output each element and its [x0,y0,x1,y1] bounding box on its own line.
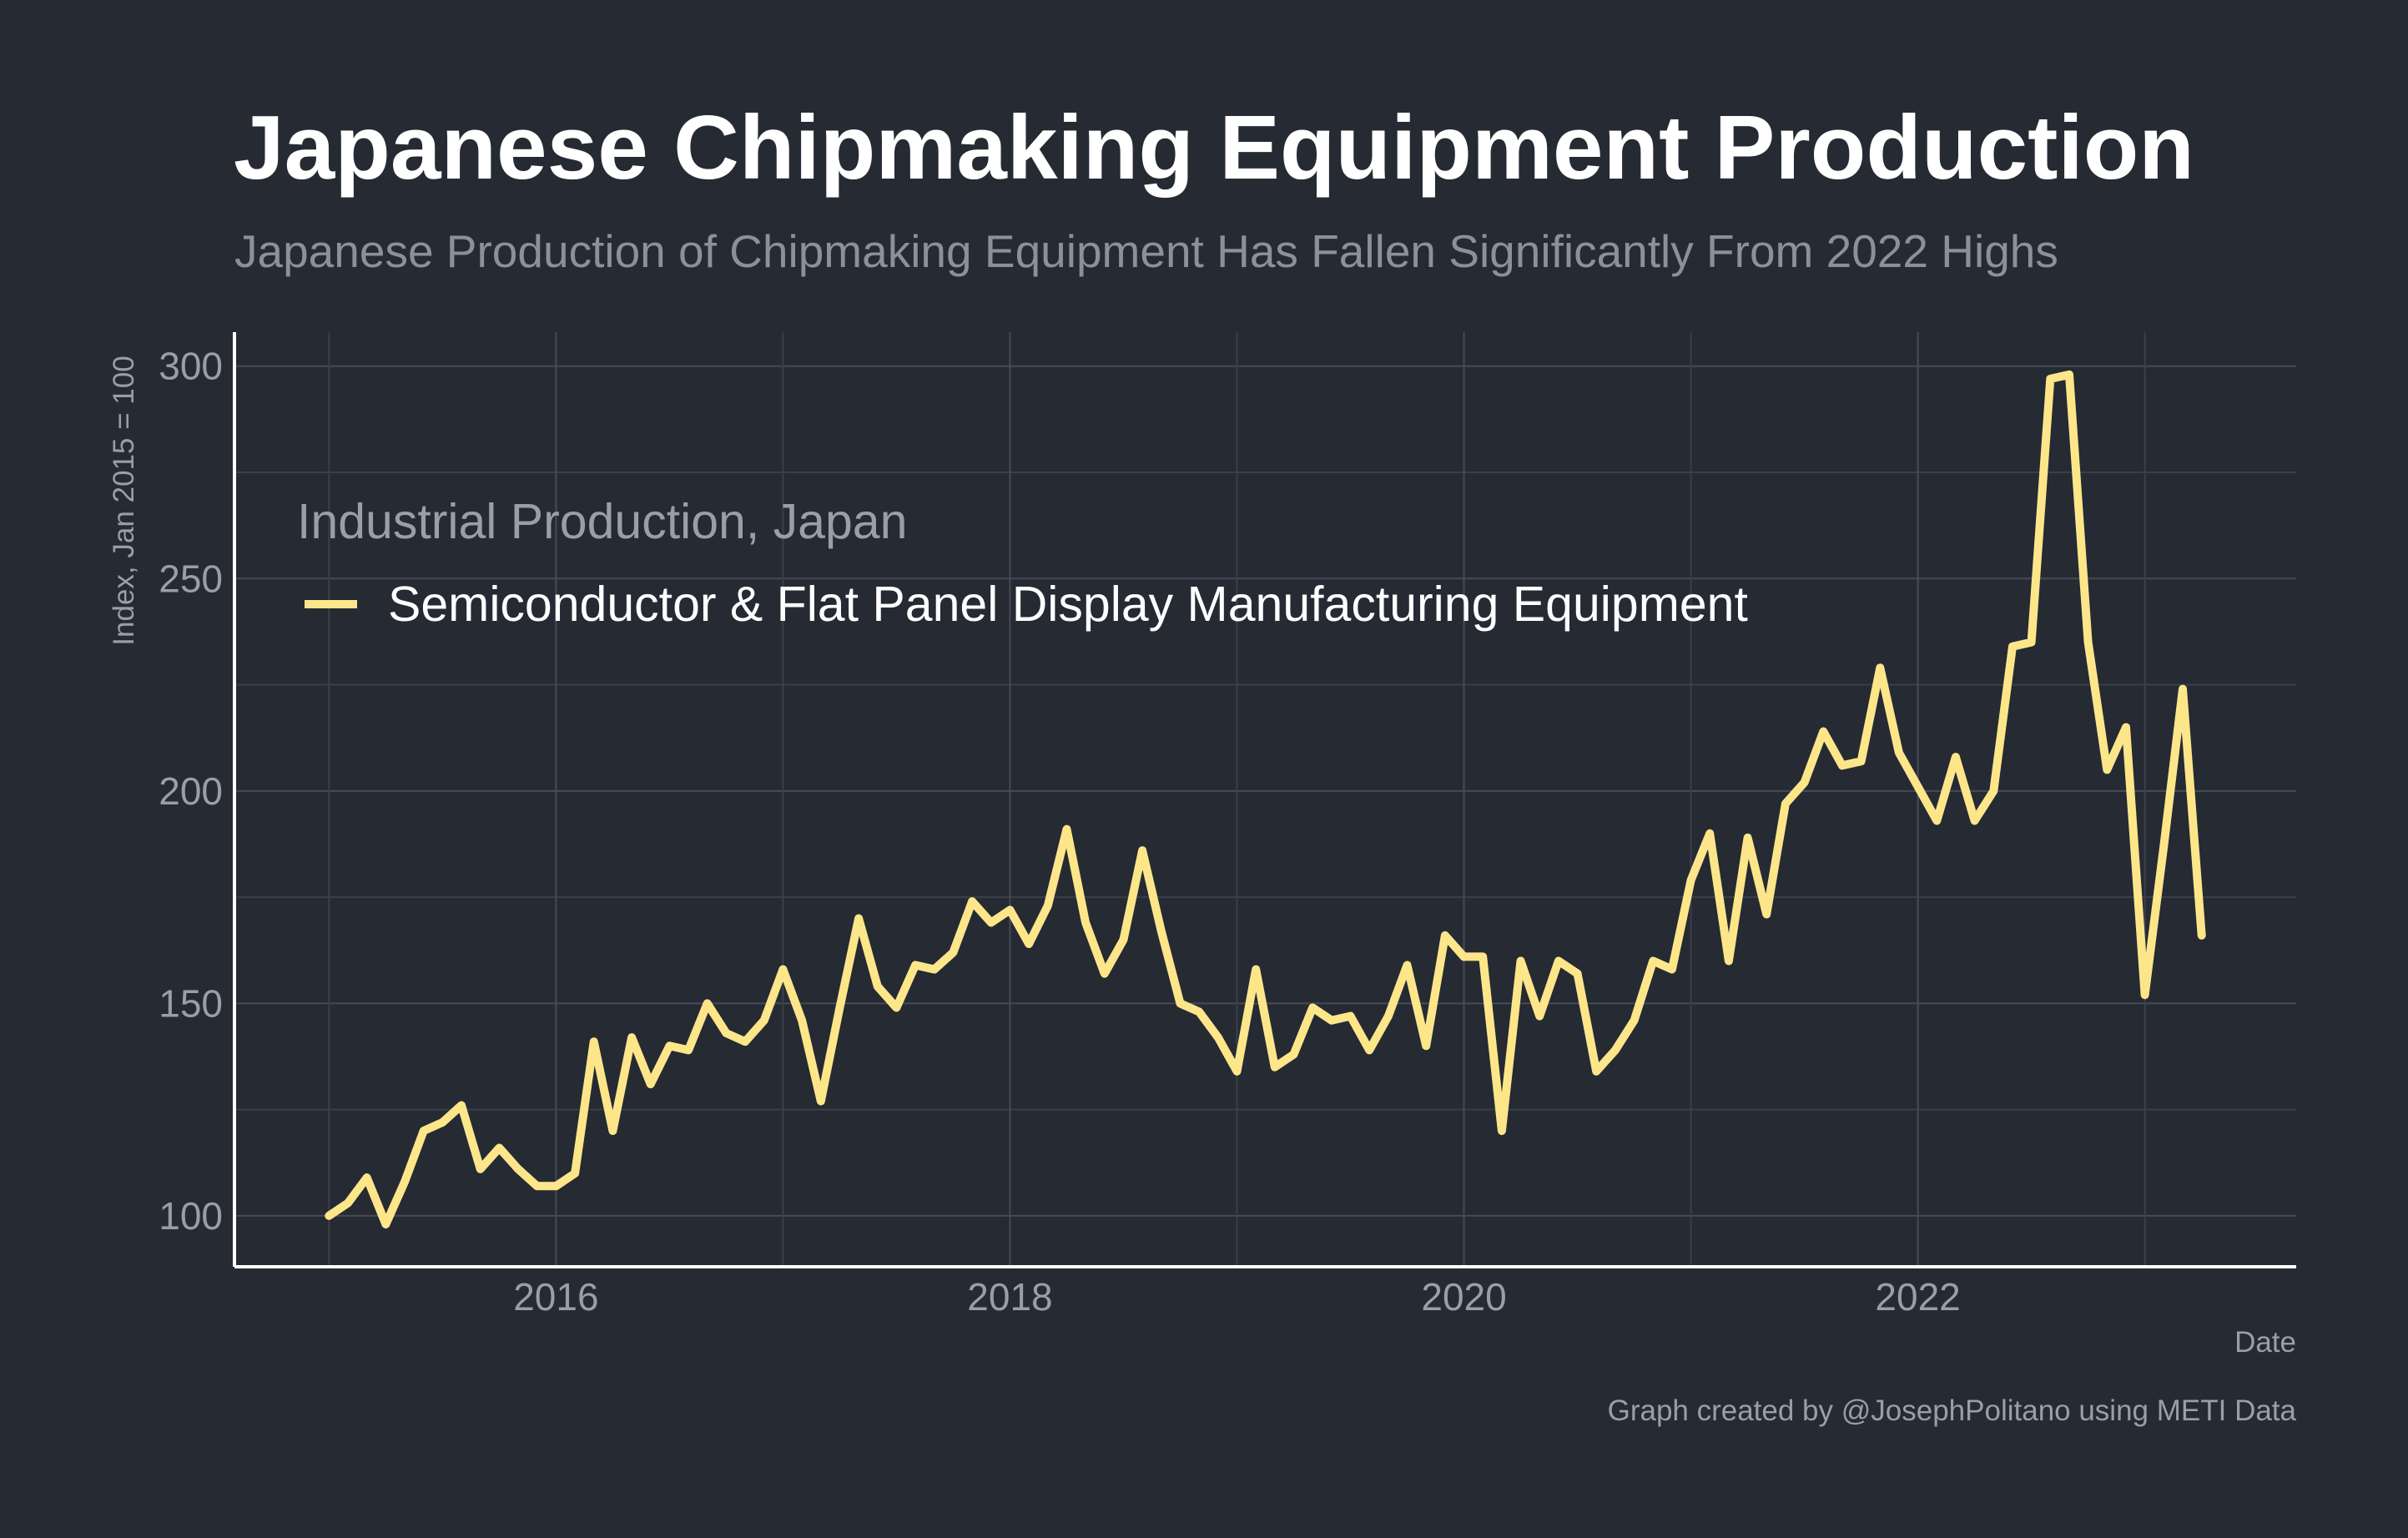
y-tick-label: 100 [159,1194,223,1238]
x-axis-label: Date [2234,1326,2296,1359]
y-tick-label: 150 [159,981,223,1025]
caption: Graph created by @JosephPolitano using M… [1608,1394,2297,1427]
y-tick-label: 250 [159,557,223,600]
x-tick-label: 2016 [513,1275,598,1319]
y-axis-label: Index, Jan 2015 = 100 [108,356,140,645]
chart-subtitle: Japanese Production of Chipmaking Equipm… [234,225,2058,277]
axes [233,332,2296,1268]
chart-title: Japanese Chipmaking Equipment Production [234,97,2194,199]
legend-label: Semiconductor & Flat Panel Display Manuf… [388,577,1748,632]
series-layer [325,370,2206,1229]
x-tick-label: 2022 [1875,1275,1960,1319]
legend-title: Industrial Production, Japan [297,494,907,549]
series-line [325,370,2206,1229]
x-tick-label: 2020 [1421,1275,1506,1319]
legend: Industrial Production, Japan Semiconduct… [297,494,1748,632]
y-tick-label: 300 [159,345,223,388]
tick-labels: 100 150 200 250 300 2016 2018 2020 2022 [159,345,1961,1319]
x-tick-label: 2018 [967,1275,1052,1319]
y-tick-label: 200 [159,769,223,813]
